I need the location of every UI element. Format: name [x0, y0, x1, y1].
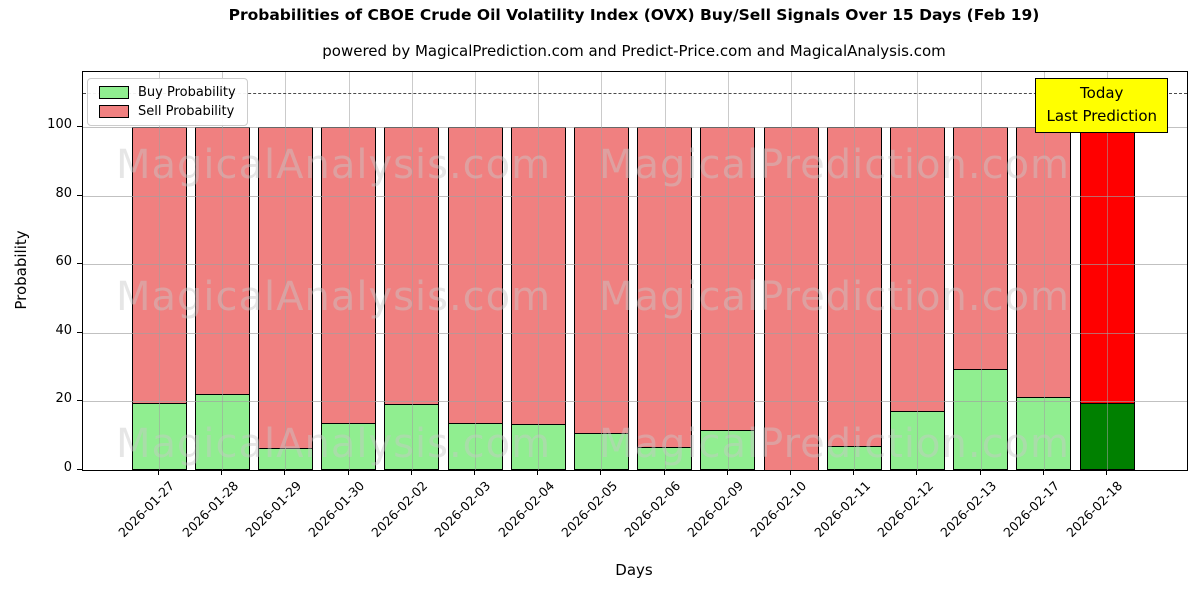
- x-tick-label-text: 2026-02-10: [747, 478, 810, 540]
- x-tick-label-text: 2026-02-02: [368, 478, 431, 540]
- legend-item-label: Sell Probability: [138, 104, 235, 119]
- v-gridline: [538, 72, 540, 470]
- h-gridline: [83, 195, 1187, 197]
- y-tick-mark: [77, 331, 82, 333]
- v-gridline: [854, 72, 856, 470]
- x-tick-label-text: 2026-02-03: [431, 478, 494, 540]
- y-tick-mark: [77, 469, 82, 470]
- y-tick-mark: [77, 400, 82, 402]
- v-gridline: [727, 72, 729, 470]
- v-gridline: [1107, 72, 1108, 470]
- v-gridline: [285, 72, 287, 470]
- v-gridline: [980, 72, 982, 470]
- x-tick-mark: [853, 470, 855, 475]
- x-tick-mark: [1042, 470, 1044, 475]
- h-gridline: [83, 126, 1187, 128]
- v-gridline: [222, 72, 224, 470]
- x-tick-mark: [916, 470, 918, 475]
- x-tick-mark: [726, 470, 728, 475]
- x-tick-label-text: 2026-02-06: [621, 478, 684, 540]
- dashed-reference-line: [83, 92, 1187, 94]
- x-tick-mark: [1106, 470, 1107, 475]
- x-axis-label: Days: [615, 561, 653, 579]
- legend-item: Sell Probability: [99, 105, 236, 118]
- h-gridline: [83, 264, 1187, 266]
- annotation-line-2: Last Prediction: [1046, 107, 1157, 126]
- v-gridline: [475, 72, 476, 470]
- chart-title: Probabilities of CBOE Crude Oil Volatili…: [228, 6, 1040, 24]
- x-tick-label-text: 2026-01-30: [305, 478, 368, 540]
- x-tick-label-text: 2026-01-29: [242, 478, 304, 540]
- x-tick-label-text: 2026-02-18: [1063, 478, 1126, 540]
- x-tick-mark: [474, 470, 475, 475]
- today-annotation-box: Today Last Prediction: [1035, 78, 1168, 133]
- x-tick-label-text: 2026-02-09: [684, 478, 747, 540]
- y-tick-mark: [77, 194, 82, 196]
- v-gridline: [601, 72, 603, 470]
- x-tick-mark: [158, 470, 159, 475]
- y-tick-label: 60: [55, 254, 72, 270]
- v-gridline: [664, 72, 666, 470]
- x-tick-mark: [221, 470, 223, 475]
- x-tick-mark: [410, 470, 412, 475]
- x-tick-mark: [663, 470, 665, 475]
- x-tick-label-text: 2026-02-12: [874, 478, 936, 540]
- x-tick-mark: [790, 470, 791, 475]
- v-gridline: [159, 72, 160, 470]
- v-gridline: [917, 72, 919, 470]
- legend-swatch: [99, 105, 129, 118]
- x-tick-mark: [979, 470, 981, 475]
- x-tick-label-text: 2026-01-27: [115, 478, 178, 540]
- v-gridline: [411, 72, 413, 470]
- y-tick-label: 0: [63, 460, 72, 475]
- y-axis-label: Probability: [12, 230, 30, 310]
- v-gridline: [348, 72, 350, 470]
- x-tick-label-text: 2026-01-28: [178, 478, 241, 540]
- y-tick-label: 100: [47, 116, 72, 132]
- x-tick-label-text: 2026-02-04: [494, 478, 557, 540]
- x-tick-mark: [284, 470, 286, 475]
- legend-item: Buy Probability: [99, 86, 236, 99]
- x-tick-label-text: 2026-02-17: [1000, 478, 1063, 540]
- y-tick-label: 80: [55, 185, 72, 201]
- x-tick-label-text: 2026-02-13: [937, 478, 1000, 540]
- legend: Buy Probability Sell Probability: [87, 78, 248, 126]
- chart-subtitle: powered by MagicalPrediction.com and Pre…: [322, 42, 946, 60]
- x-tick-mark: [347, 470, 349, 475]
- v-gridline: [791, 72, 792, 470]
- y-tick-mark: [77, 263, 82, 265]
- x-tick-mark: [600, 470, 602, 475]
- legend-swatch: [99, 86, 129, 99]
- annotation-line-1: Today: [1080, 84, 1124, 102]
- x-tick-mark: [537, 470, 539, 475]
- y-tick-label: 40: [55, 322, 72, 338]
- plot-area: MagicalAnalysis.com MagicalPrediction.com…: [82, 71, 1188, 471]
- h-gridline: [83, 401, 1187, 403]
- y-tick-label: 20: [55, 391, 72, 407]
- x-tick-label-text: 2026-02-11: [810, 478, 873, 540]
- x-tick-label-text: 2026-02-05: [558, 478, 620, 540]
- legend-item-label: Buy Probability: [138, 85, 236, 100]
- v-gridline: [1043, 72, 1045, 470]
- y-tick-mark: [77, 125, 82, 127]
- h-gridline: [83, 332, 1187, 334]
